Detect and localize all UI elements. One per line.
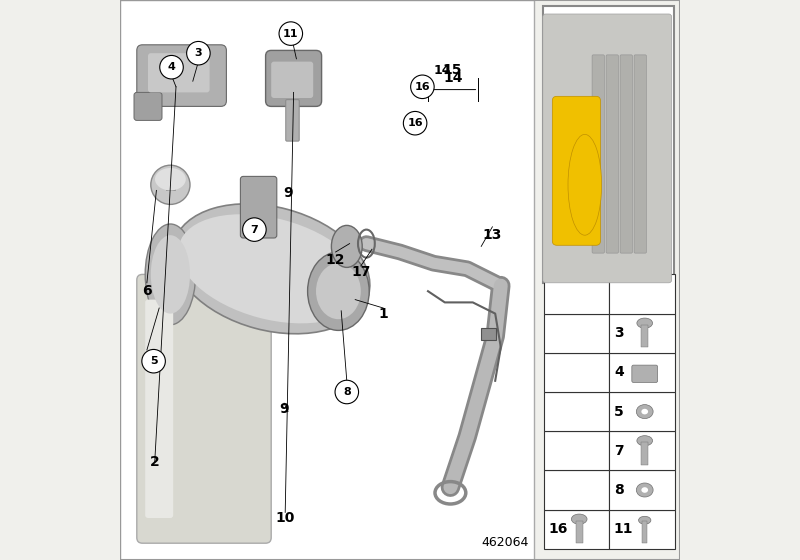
Ellipse shape bbox=[636, 483, 653, 497]
Text: 12: 12 bbox=[326, 254, 346, 268]
Text: 10: 10 bbox=[275, 511, 295, 525]
Ellipse shape bbox=[568, 134, 602, 235]
Text: 3: 3 bbox=[194, 48, 202, 58]
FancyBboxPatch shape bbox=[240, 176, 277, 238]
Circle shape bbox=[403, 111, 427, 135]
Ellipse shape bbox=[155, 168, 186, 190]
Text: 14: 14 bbox=[443, 72, 463, 86]
Bar bbox=[610, 392, 675, 431]
Bar bbox=[642, 442, 648, 465]
FancyBboxPatch shape bbox=[632, 365, 658, 382]
Bar bbox=[544, 510, 610, 549]
Bar bbox=[576, 521, 582, 543]
Ellipse shape bbox=[316, 263, 361, 319]
Bar bbox=[544, 274, 610, 314]
FancyBboxPatch shape bbox=[266, 50, 322, 106]
Bar bbox=[610, 274, 675, 314]
FancyBboxPatch shape bbox=[137, 274, 271, 543]
FancyBboxPatch shape bbox=[634, 55, 646, 253]
Text: 5: 5 bbox=[150, 356, 158, 366]
Ellipse shape bbox=[637, 436, 653, 446]
FancyBboxPatch shape bbox=[592, 55, 604, 253]
Ellipse shape bbox=[331, 226, 362, 268]
FancyBboxPatch shape bbox=[166, 174, 175, 190]
Ellipse shape bbox=[151, 235, 190, 314]
Ellipse shape bbox=[146, 224, 196, 325]
Bar bbox=[610, 510, 675, 549]
Circle shape bbox=[142, 349, 166, 373]
FancyBboxPatch shape bbox=[120, 0, 534, 560]
Circle shape bbox=[242, 218, 266, 241]
Ellipse shape bbox=[307, 252, 370, 330]
Text: 2: 2 bbox=[150, 455, 159, 469]
Ellipse shape bbox=[178, 214, 364, 323]
Text: 5: 5 bbox=[614, 404, 624, 419]
Text: 9: 9 bbox=[283, 186, 293, 200]
FancyBboxPatch shape bbox=[148, 53, 210, 92]
Bar bbox=[642, 325, 648, 347]
Text: 15: 15 bbox=[442, 63, 462, 77]
Bar bbox=[544, 353, 610, 392]
Ellipse shape bbox=[571, 514, 587, 524]
Text: 7: 7 bbox=[250, 225, 258, 235]
Text: 4: 4 bbox=[167, 62, 175, 72]
Bar bbox=[610, 314, 675, 353]
FancyBboxPatch shape bbox=[271, 62, 314, 98]
Circle shape bbox=[410, 75, 434, 99]
FancyBboxPatch shape bbox=[606, 55, 618, 253]
Text: 16: 16 bbox=[548, 522, 568, 536]
FancyBboxPatch shape bbox=[620, 55, 632, 253]
Ellipse shape bbox=[636, 404, 653, 419]
Circle shape bbox=[279, 22, 302, 45]
Text: 462064: 462064 bbox=[482, 536, 529, 549]
Circle shape bbox=[186, 41, 210, 65]
FancyBboxPatch shape bbox=[552, 96, 601, 245]
Text: 11: 11 bbox=[283, 29, 298, 39]
Text: 17: 17 bbox=[351, 265, 370, 279]
Text: 3: 3 bbox=[614, 326, 623, 340]
Text: 8: 8 bbox=[614, 483, 624, 497]
Ellipse shape bbox=[642, 487, 648, 493]
Ellipse shape bbox=[638, 516, 651, 524]
Text: 8: 8 bbox=[343, 387, 350, 397]
Text: 13: 13 bbox=[482, 228, 502, 242]
Text: 16: 16 bbox=[414, 82, 430, 92]
FancyBboxPatch shape bbox=[134, 92, 162, 120]
Bar bbox=[542, 6, 674, 283]
Bar bbox=[610, 353, 675, 392]
Ellipse shape bbox=[151, 165, 190, 204]
FancyBboxPatch shape bbox=[542, 14, 671, 283]
FancyBboxPatch shape bbox=[286, 100, 299, 141]
Text: 11: 11 bbox=[614, 522, 634, 536]
Bar bbox=[610, 431, 675, 470]
Circle shape bbox=[335, 380, 358, 404]
Ellipse shape bbox=[637, 318, 653, 328]
FancyBboxPatch shape bbox=[481, 328, 496, 340]
Text: 1: 1 bbox=[378, 307, 388, 321]
Text: 14: 14 bbox=[434, 63, 451, 77]
Text: 9: 9 bbox=[279, 402, 289, 416]
Bar bbox=[544, 470, 610, 510]
Bar bbox=[610, 470, 675, 510]
Text: 4: 4 bbox=[614, 366, 624, 380]
Ellipse shape bbox=[642, 409, 648, 414]
Text: 16: 16 bbox=[407, 118, 423, 128]
Bar bbox=[544, 392, 610, 431]
Bar bbox=[544, 431, 610, 470]
FancyBboxPatch shape bbox=[137, 45, 226, 106]
Bar bbox=[544, 314, 610, 353]
Circle shape bbox=[160, 55, 183, 79]
FancyBboxPatch shape bbox=[146, 300, 174, 518]
Ellipse shape bbox=[173, 204, 370, 334]
Text: 6: 6 bbox=[142, 284, 152, 298]
Text: 7: 7 bbox=[614, 444, 623, 458]
Bar bbox=[642, 521, 647, 543]
